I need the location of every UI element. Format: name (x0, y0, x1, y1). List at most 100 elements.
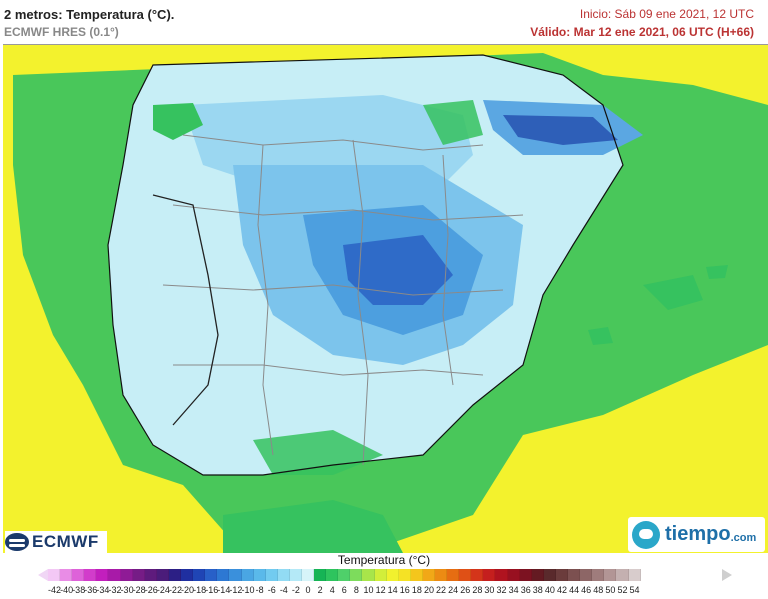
ibiza (588, 327, 613, 345)
colorbar-cell (289, 569, 302, 581)
colorbar-cell (495, 569, 508, 581)
colorbar-tick-label: 40 (544, 585, 555, 595)
colorbar-tick-label: -4 (279, 585, 288, 595)
colorbar-tick-label: 2 (317, 585, 323, 595)
colorbar-cell (398, 569, 411, 581)
colorbar-tick-label: 46 (581, 585, 592, 595)
colorbar-cell (217, 569, 230, 581)
mallorca (643, 275, 703, 310)
colorbar-tick-label: 10 (363, 585, 374, 595)
colorbar-cell (519, 569, 532, 581)
colorbar-cell (277, 569, 290, 581)
colorbar-tick-label: 24 (448, 585, 459, 595)
colorbar-tick-label: -2 (291, 585, 300, 595)
menorca (706, 265, 728, 279)
colorbar-cell (132, 569, 145, 581)
colorbar-tick-label: -18 (193, 585, 207, 595)
tiempo-logo-text: tiempo (665, 523, 731, 545)
colorbar-tick-label: -32 (108, 585, 122, 595)
header: 2 metros: Temperatura (°C). ECMWF HRES (… (0, 0, 768, 44)
colorbar-cell (168, 569, 182, 581)
colorbar-tick-label: -6 (267, 585, 276, 595)
colorbar-cell (120, 569, 133, 581)
colorbar-tick-label: 44 (569, 585, 580, 595)
colorbar-tick-label: 6 (341, 585, 347, 595)
colorbar-tick-label: -30 (120, 585, 134, 595)
galicia-green (153, 103, 203, 140)
colorbar-tick-label: -20 (181, 585, 195, 595)
colorbar-cell (253, 569, 266, 581)
colorbar-tick-label: -8 (255, 585, 264, 595)
colorbar-cell (410, 569, 423, 581)
colorbar-tick-label: -28 (132, 585, 146, 595)
colorbar-ticks: -42 -40 -38 -36 -34 -32 -30 -28 -26 -24 -22 -20 -18-… (48, 585, 641, 597)
colorbar-cell (483, 569, 496, 581)
colorbar-tick-label: 38 (532, 585, 543, 595)
colorbar-tick-label: -16 (205, 585, 219, 595)
ecmwf-logo-text: ECMWF (32, 532, 99, 551)
colorbar-cell (301, 569, 315, 581)
colorbar-tick-label: -38 (72, 585, 86, 595)
colorbar-tick-label: 14 (387, 585, 398, 595)
colorbar-tick-label: 30 (484, 585, 495, 595)
colorbar-cell (447, 569, 460, 581)
colorbar-cell (60, 569, 73, 581)
colorbar-cell (193, 569, 206, 581)
colorbar-cell (422, 569, 435, 581)
colorbar-cell (326, 569, 339, 581)
colorbar-cell (338, 569, 351, 581)
colorbar-tick-label: 32 (496, 585, 507, 595)
colorbar-cell (604, 569, 617, 581)
colorbar-tick-label: 20 (423, 585, 434, 595)
colorbar-left-arrow (38, 569, 48, 581)
colorbar-cell (374, 569, 387, 581)
colorbar-tick-label: -14 (217, 585, 231, 595)
colorbar-tick-label: 36 (520, 585, 531, 595)
ecmwf-logo-icon (5, 533, 29, 551)
colorbar-cell (543, 569, 556, 581)
colorbar-tick-label: 42 (556, 585, 567, 595)
colorbar-tick-label: -34 (96, 585, 110, 595)
portugal-border (152, 194, 219, 426)
valid-time: Válido: Mar 12 ene 2021, 06 UTC (H+66) (530, 25, 754, 39)
pyrenees-core (503, 115, 618, 145)
colorbar-cell (314, 569, 327, 581)
coastline (107, 54, 624, 476)
model-label: ECMWF HRES (0.1°) (4, 25, 119, 39)
coldest-core (343, 235, 453, 305)
colorbar-cell (72, 569, 85, 581)
map-title: 2 metros: Temperatura (°C). (4, 7, 175, 22)
colorbar-tick-label: 26 (460, 585, 471, 595)
tiempo-logo[interactable]: tiempo .com (628, 517, 765, 552)
colorbar-tick-label: 48 (593, 585, 604, 595)
colorbar-tick-label: 16 (399, 585, 410, 595)
colorbar-tick-label: -42 (48, 585, 62, 595)
colorbar-tick-label: 22 (436, 585, 447, 595)
colorbar-cell (459, 569, 472, 581)
colorbar-tick-label: 50 (605, 585, 616, 595)
colorbar-tick-label: 12 (375, 585, 386, 595)
colorbar-cell (592, 569, 605, 581)
colorbar-cell (555, 569, 569, 581)
colorbar-cell (628, 569, 641, 581)
colorbar (48, 569, 641, 581)
colorbar-tick-label: 52 (617, 585, 628, 595)
colorbar-cell (616, 569, 629, 581)
colorbar-tick-label: 4 (329, 585, 335, 595)
colorbar-cell (108, 569, 121, 581)
colorbar-tick-label: -40 (60, 585, 74, 595)
colorbar-cell (144, 569, 157, 581)
legend-title: Temperatura (°C) (337, 553, 431, 567)
map-svg (3, 45, 768, 553)
colorbar-tick-label: 8 (353, 585, 359, 595)
colorbar-cell (350, 569, 363, 581)
colorbar-tick-label: 18 (411, 585, 422, 595)
colorbar-cell (84, 569, 97, 581)
colorbar-cell (362, 569, 375, 581)
colorbar-cell (181, 569, 194, 581)
temperature-map[interactable] (3, 44, 768, 553)
colorbar-cell (471, 569, 484, 581)
ecmwf-logo: ECMWF (5, 531, 107, 553)
cloud-icon (632, 520, 660, 549)
colorbar-cell (531, 569, 544, 581)
